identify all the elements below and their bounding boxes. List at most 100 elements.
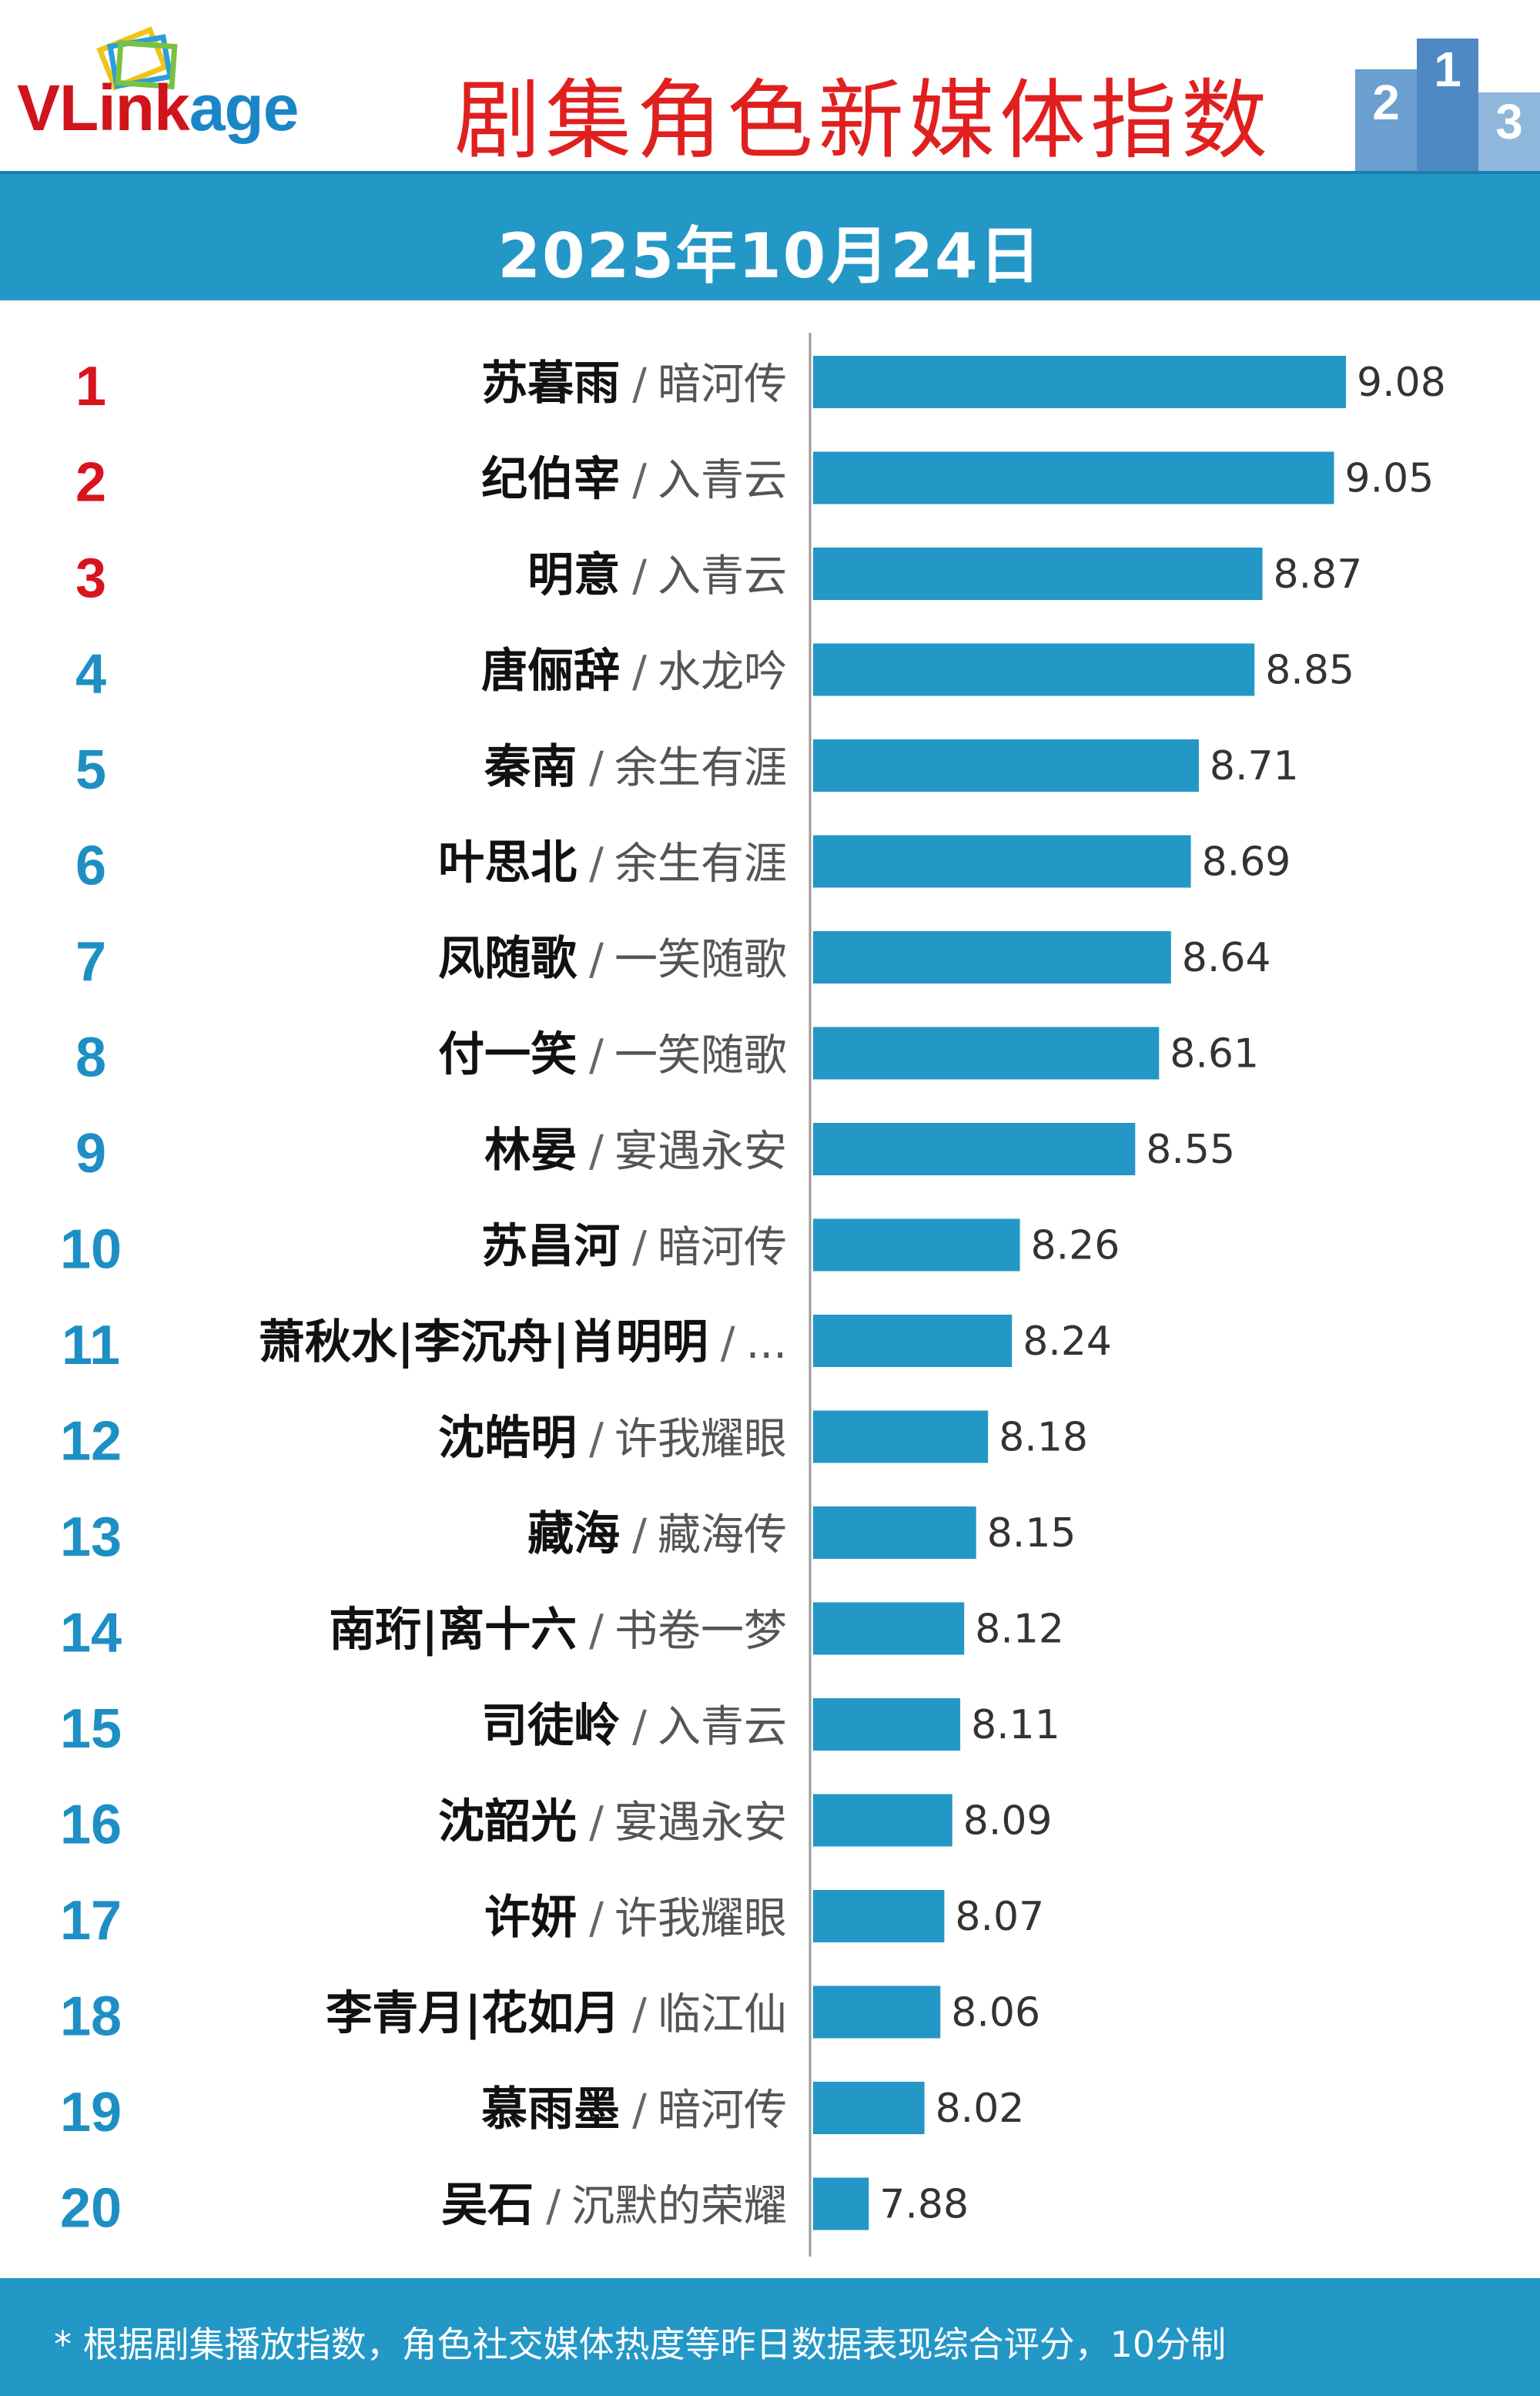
bar [813,1027,1160,1080]
svg-text:1: 1 [1434,42,1461,97]
row-label: 司徒岭 / 入青云 [481,1699,787,1753]
bar-value-label: 8.12 [975,1607,1064,1653]
chart-row: 13 藏海 / 藏海传 8.15 [60,1506,1076,1568]
role-name: 许妍 [484,1891,577,1945]
bar-value-label: 8.18 [999,1415,1088,1461]
chart-row: 9 林晏 / 宴遇永安 8.55 [75,1123,1235,1185]
header: VLinkage 剧集角色新媒体指数 2 1 3 [0,0,1540,171]
role-name: 慕雨墨 [481,2083,620,2136]
row-label: 吴石 / 沉默的荣耀 [441,2179,787,2233]
bar-value-label: 8.85 [1265,648,1354,694]
role-name: 唐俪辞 [481,645,620,699]
label-separator: / [589,743,604,793]
bar [813,739,1199,792]
label-separator: / [632,648,647,698]
rank-number: 18 [60,1986,122,2048]
rank-number: 16 [60,1794,122,1856]
rank-number: 20 [60,2178,122,2240]
drama-name: 沉默的荣耀 [571,2182,787,2232]
role-name: 林晏 [484,1124,577,1178]
role-name: 叶思北 [438,836,577,890]
role-name: 苏暮雨 [481,357,620,411]
role-name: 苏昌河 [481,1220,620,1274]
rank-number: 14 [60,1603,122,1664]
rank-number: 12 [60,1411,122,1473]
row-label: 苏昌河 / 暗河传 [481,1220,787,1274]
label-separator: / [589,1031,604,1081]
label-separator: / [589,1415,604,1465]
bar-value-label: 7.88 [879,2182,969,2228]
bar [813,2082,925,2134]
row-label: 沈韶光 / 宴遇永安 [438,1795,787,1849]
chart-row: 18 李青月|花如月 / 临江仙 8.06 [60,1985,1040,2048]
rank-number: 8 [75,1027,106,1089]
role-name: 萧秋水|李沉舟|肖明明 [259,1315,708,1369]
bar-value-label: 8.02 [936,2086,1025,2132]
row-label: 萧秋水|李沉舟|肖明明 /... [259,1315,787,1369]
label-separator: / [546,2182,561,2232]
chart-row: 5 秦南 / 余生有涯 8.71 [75,739,1299,801]
label-separator: / [589,1894,604,1944]
svg-text:2: 2 [1372,75,1400,130]
rank-number: 13 [60,1506,122,1568]
rank-number: 11 [62,1315,120,1376]
logo-link: Link [59,72,190,144]
label-separator: / [721,1319,735,1369]
drama-name: 临江仙 [658,1990,787,2040]
chart-row: 12 沈皓明 / 许我耀眼 8.18 [60,1410,1088,1473]
rank-number: 6 [75,836,106,897]
row-label: 藏海 / 藏海传 [527,1507,787,1561]
drama-name: 宴遇永安 [614,1798,787,1848]
label-separator: / [589,1798,604,1848]
drama-name: 余生有涯 [614,743,787,793]
bar-value-label: 8.09 [963,1798,1053,1845]
rank-number: 5 [75,739,106,801]
label-separator: / [589,1607,604,1657]
bar [813,356,1346,408]
logo-frames-icon [96,26,178,91]
bar [813,1123,1136,1175]
role-name: 凤随歌 [438,932,578,986]
label-separator: / [632,360,647,410]
rank-number: 7 [75,931,106,993]
drama-name: 暗河传 [658,2086,787,2136]
chart-row: 8 付一笑 / 一笑随歌 8.61 [75,1027,1259,1089]
bar [813,835,1191,888]
row-label: 凤随歌 / 一笑随歌 [438,932,787,986]
row-label: 唐俪辞 / 水龙吟 [481,645,787,699]
drama-name: ... [746,1319,787,1369]
chart-row: 14 南珩|离十六 / 书卷一梦 8.12 [60,1602,1064,1664]
bar [813,548,1263,600]
date-label: 2025年10月24日 [497,220,1043,292]
row-label: 南珩|离十六 / 书卷一梦 [329,1603,787,1657]
role-name: 沈皓明 [438,1412,577,1466]
rank-number: 1 [75,356,106,417]
bar [813,2177,869,2230]
bar [813,1506,976,1559]
drama-name: 暗河传 [658,360,787,410]
bar-value-label: 9.08 [1357,360,1446,406]
row-label: 林晏 / 宴遇永安 [484,1124,787,1178]
role-name: 沈韶光 [438,1795,577,1849]
rank-number: 4 [75,644,106,705]
role-name: 秦南 [484,740,577,794]
label-separator: / [632,2086,647,2136]
label-separator: / [632,551,647,602]
rank-number: 15 [60,1698,122,1760]
bar [813,1410,989,1463]
label-separator: / [589,839,604,890]
rank-number: 17 [60,1890,122,1952]
footer-note: * 根据剧集播放指数，角色社交媒体热度等昨日数据表现综合评分，10分制 [54,2324,1227,2365]
bar-value-label: 8.61 [1170,1031,1259,1077]
drama-name: 暗河传 [658,1223,787,1273]
bar [813,1602,965,1655]
bar [813,1794,952,1847]
drama-name: 一笑随歌 [614,1031,787,1081]
role-name: 南珩|离十六 [329,1603,577,1657]
chart-row: 1 苏暮雨 / 暗河传 9.08 [75,356,1446,417]
label-separator: / [632,1223,647,1273]
chart-row: 3 明意 / 入青云 8.87 [75,548,1362,609]
rank-number: 3 [75,548,106,609]
row-label: 苏暮雨 / 暗河传 [481,357,787,411]
logo-wordmark: VLinkage [17,71,299,146]
